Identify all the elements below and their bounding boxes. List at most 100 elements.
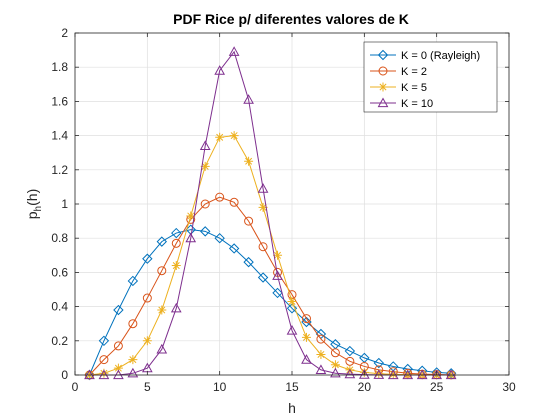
data-point bbox=[374, 369, 384, 379]
data-point bbox=[128, 319, 138, 329]
data-point bbox=[200, 161, 210, 171]
x-tick-label: 15 bbox=[285, 380, 299, 394]
data-point bbox=[286, 325, 298, 335]
data-point bbox=[99, 355, 109, 365]
data-point bbox=[128, 355, 138, 365]
data-point bbox=[243, 94, 254, 104]
y-tick-label: 1 bbox=[61, 197, 68, 211]
data-point bbox=[344, 345, 356, 357]
data-point bbox=[431, 369, 443, 380]
data-point bbox=[358, 369, 370, 379]
data-point bbox=[273, 250, 283, 260]
data-point bbox=[186, 211, 196, 221]
data-point bbox=[99, 368, 109, 378]
data-point bbox=[387, 369, 399, 380]
data-point bbox=[171, 261, 181, 271]
data-point bbox=[214, 65, 226, 75]
data-point bbox=[171, 227, 182, 239]
data-point bbox=[228, 243, 240, 254]
y-axis-label-suffix: (h) bbox=[24, 189, 40, 206]
legend-entry: K = 5 bbox=[370, 82, 427, 94]
data-point bbox=[156, 343, 168, 354]
data-point bbox=[215, 192, 225, 202]
y-tick-label: 0.8 bbox=[51, 231, 68, 245]
x-axis-label: h bbox=[288, 400, 296, 416]
data-point bbox=[142, 293, 152, 303]
data-point bbox=[157, 266, 167, 276]
data-point bbox=[142, 336, 152, 346]
legend-marker bbox=[377, 97, 389, 108]
legend-marker bbox=[377, 49, 389, 61]
tick-marks bbox=[74, 32, 510, 376]
data-point bbox=[286, 303, 298, 314]
data-point bbox=[258, 202, 268, 212]
data-point bbox=[272, 287, 283, 299]
data-point bbox=[127, 275, 139, 287]
data-point bbox=[445, 369, 457, 380]
y-axis-label: ph(h) bbox=[24, 189, 44, 219]
data-point bbox=[84, 369, 95, 380]
data-point bbox=[243, 256, 254, 268]
data-point bbox=[229, 131, 239, 141]
data-point bbox=[272, 270, 283, 280]
data-point bbox=[316, 334, 326, 344]
legend-entry: K = 0 (Rayleigh) bbox=[370, 49, 480, 62]
data-point bbox=[113, 341, 123, 351]
data-point bbox=[416, 369, 428, 380]
data-point bbox=[244, 156, 254, 166]
x-tick-label: 10 bbox=[213, 380, 227, 394]
data-point bbox=[200, 199, 210, 209]
data-point bbox=[301, 332, 311, 342]
data-point bbox=[402, 369, 414, 380]
y-tick-label: 0 bbox=[61, 368, 68, 382]
legend-entry: K = 10 bbox=[370, 97, 433, 110]
x-tick-label: 20 bbox=[358, 380, 372, 394]
legend-marker bbox=[378, 82, 388, 92]
y-tick-label: 0.2 bbox=[51, 334, 68, 348]
x-tick-labels: 0 5 10 15 20 25 30 bbox=[72, 380, 516, 394]
data-point bbox=[113, 363, 123, 373]
data-point bbox=[257, 272, 269, 283]
y-tick-label: 2 bbox=[61, 26, 68, 40]
data-point bbox=[171, 238, 181, 248]
data-point bbox=[316, 349, 326, 359]
y-axis-label-subscript: h bbox=[33, 206, 44, 212]
data-point bbox=[257, 183, 269, 193]
data-point bbox=[229, 197, 239, 207]
data-point bbox=[127, 367, 139, 378]
data-point bbox=[301, 316, 312, 328]
y-axis-label-main: p bbox=[24, 211, 40, 219]
data-point bbox=[199, 226, 211, 237]
data-point bbox=[214, 232, 225, 244]
y-tick-label: 1.2 bbox=[51, 163, 68, 177]
legend: K = 0 (Rayleigh) K = 2 K = 5 K = 10 bbox=[363, 41, 498, 113]
data-point bbox=[344, 368, 356, 379]
legend-label: K = 5 bbox=[401, 82, 427, 94]
data-point bbox=[373, 369, 385, 379]
y-tick-label: 1.8 bbox=[51, 60, 68, 74]
legend-entry: K = 2 bbox=[370, 66, 427, 78]
y-tick-label: 0.6 bbox=[51, 265, 68, 279]
data-point bbox=[142, 253, 153, 264]
data-point bbox=[287, 296, 297, 306]
data-point bbox=[330, 348, 340, 358]
data-point bbox=[330, 360, 340, 370]
data-point bbox=[301, 354, 312, 364]
x-tick-label: 5 bbox=[144, 380, 151, 394]
data-point bbox=[388, 369, 398, 379]
data-point bbox=[345, 356, 355, 366]
data-point bbox=[373, 357, 385, 369]
data-point bbox=[244, 216, 254, 226]
data-point bbox=[185, 232, 197, 243]
legend-label: K = 10 bbox=[401, 98, 433, 110]
legend-label: K = 0 (Rayleigh) bbox=[401, 50, 480, 62]
data-point bbox=[315, 364, 327, 374]
chart-title: PDF Rice p/ diferentes valores de K bbox=[173, 11, 409, 27]
series-line bbox=[89, 229, 452, 376]
x-tick-label: 0 bbox=[72, 380, 79, 394]
data-point bbox=[113, 369, 124, 380]
y-tick-label: 1.4 bbox=[51, 129, 68, 143]
data-point bbox=[228, 46, 240, 56]
data-point bbox=[157, 305, 167, 315]
